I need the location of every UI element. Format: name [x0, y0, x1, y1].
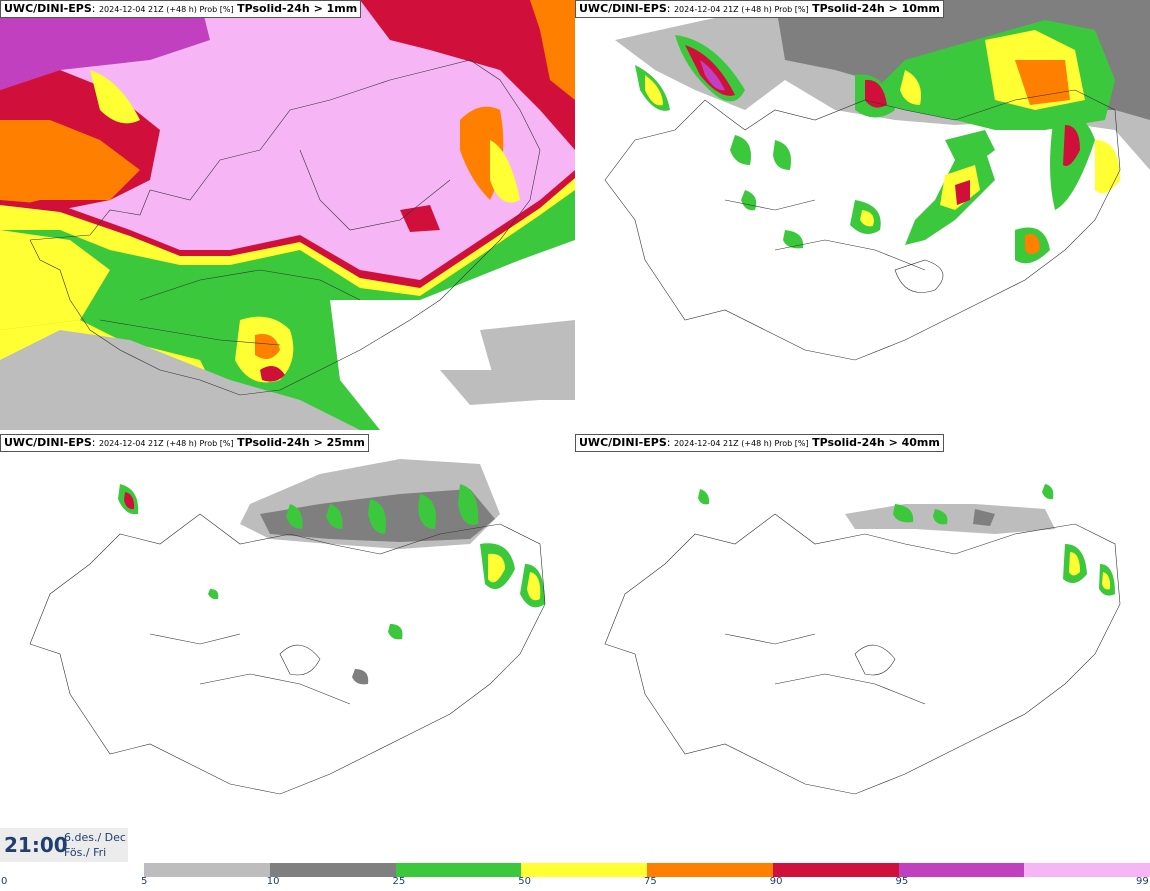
parameter-name: TPsolid-24h > 1mm [237, 2, 358, 15]
run-info: 2024-12-04 21Z (+48 h) Prob [%] [98, 439, 234, 448]
probability-map [575, 434, 1150, 864]
map-panel-40mm: UWC/DINI-EPS: 2024-12-04 21Z (+48 h) Pro… [575, 434, 1150, 864]
run-info: 2024-12-04 21Z (+48 h) Prob [%] [673, 439, 809, 448]
valid-date-line1: 6.des./ Dec [64, 831, 126, 844]
probability-colorbar [144, 863, 1150, 877]
parameter-name: TPsolid-24h > 10mm [812, 2, 940, 15]
colorbar-tick-label: 25 [392, 876, 406, 887]
colorbar-segment [1024, 863, 1150, 877]
panel-title: UWC/DINI-EPS: 2024-12-04 21Z (+48 h) Pro… [0, 0, 362, 18]
colorbar-tick-label: 0 [1, 876, 8, 887]
probability-map [0, 0, 575, 430]
panel-title: UWC/DINI-EPS: 2024-12-04 21Z (+48 h) Pro… [575, 434, 944, 452]
run-info: 2024-12-04 21Z (+48 h) Prob [%] [98, 5, 234, 14]
colorbar-tick-label: 50 [518, 876, 531, 887]
map-panel-10mm: UWC/DINI-EPS: 2024-12-04 21Z (+48 h) Pro… [575, 0, 1150, 430]
model-name: UWC/DINI-EPS [4, 2, 92, 15]
valid-date-line2: Fös./ Fri [64, 846, 107, 859]
colorbar-segment [269, 863, 396, 877]
valid-time: 21:00 [4, 833, 68, 857]
colorbar-segment [647, 863, 774, 877]
panel-title: UWC/DINI-EPS: 2024-12-04 21Z (+48 h) Pro… [0, 434, 369, 452]
panel-title: UWC/DINI-EPS: 2024-12-04 21Z (+48 h) Pro… [575, 0, 944, 18]
map-panel-1mm: UWC/DINI-EPS: 2024-12-04 21Z (+48 h) Pro… [0, 0, 575, 430]
model-name: UWC/DINI-EPS [579, 436, 667, 449]
colorbar-tick-label: 75 [644, 876, 657, 887]
colorbar-tick-label: 5 [141, 876, 148, 887]
parameter-name: TPsolid-24h > 40mm [812, 436, 940, 449]
colorbar-segment [772, 863, 899, 877]
map-panel-25mm: UWC/DINI-EPS: 2024-12-04 21Z (+48 h) Pro… [0, 434, 575, 864]
colorbar-segment [144, 863, 271, 877]
colorbar-tick-label: 95 [895, 876, 909, 887]
model-name: UWC/DINI-EPS [4, 436, 92, 449]
colorbar-segment [898, 863, 1025, 877]
valid-time-box: 21:00 6.des./ Dec Fös./ Fri [0, 828, 128, 862]
probability-map [0, 434, 575, 864]
model-name: UWC/DINI-EPS [579, 2, 667, 15]
colorbar-segment [395, 863, 522, 877]
probability-map [575, 0, 1150, 430]
colorbar-tick-label: 99 [1136, 876, 1149, 887]
colorbar-tick-label: 90 [769, 876, 783, 887]
parameter-name: TPsolid-24h > 25mm [237, 436, 365, 449]
run-info: 2024-12-04 21Z (+48 h) Prob [%] [673, 5, 809, 14]
valid-date: 6.des./ Dec Fös./ Fri [64, 830, 126, 860]
colorbar-segment [521, 863, 648, 877]
colorbar-tick-label: 10 [266, 876, 280, 887]
